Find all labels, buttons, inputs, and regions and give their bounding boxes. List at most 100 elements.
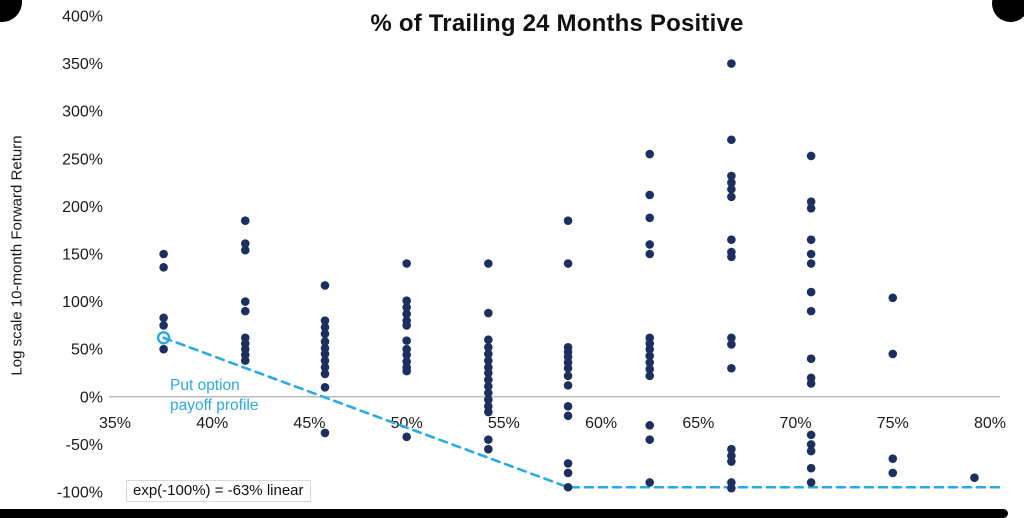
scatter-point: [645, 351, 655, 361]
scatter-point: [320, 323, 330, 332]
x-tick-label: 50%: [391, 415, 423, 432]
scatter-point: [888, 468, 898, 478]
scatter-point: [563, 371, 573, 381]
y-tick-label: -100%: [57, 485, 103, 502]
x-tick-label: 40%: [196, 415, 228, 432]
scatter-point: [806, 478, 816, 487]
scatter-point: [402, 259, 411, 268]
scatter-point: [727, 178, 736, 187]
scatter-point: [645, 358, 655, 367]
scatter-point: [645, 190, 655, 200]
scatter-point: [484, 342, 493, 352]
scatter-point: [484, 388, 493, 398]
scatter-point: [484, 356, 493, 365]
scatter-point: [806, 446, 816, 456]
y-tick-label: 0%: [80, 389, 103, 406]
scatter-point: [727, 59, 736, 68]
scatter-point: [484, 444, 493, 454]
scatter-point: [484, 335, 493, 344]
bottom-bar: [0, 509, 1008, 518]
scatter-point: [484, 349, 493, 359]
x-tick-label: 65%: [682, 415, 714, 432]
scatter-point: [727, 135, 736, 145]
scatter-point: [645, 344, 655, 354]
scatter-point: [320, 362, 330, 372]
scatter-point: [320, 329, 330, 339]
scatter-point: [563, 402, 573, 411]
x-tick-label: 55%: [488, 415, 520, 432]
scatter-point: [727, 444, 736, 454]
scatter-point: [645, 371, 655, 381]
x-tick-label: 35%: [99, 415, 131, 432]
x-tick-label: 45%: [293, 415, 325, 432]
y-tick-label: 50%: [71, 342, 103, 359]
scatter-point: [159, 263, 168, 272]
put-option-annotation: Put option payoff profile: [170, 377, 259, 414]
scatter-point: [888, 454, 898, 463]
scatter-point: [484, 382, 493, 391]
scatter-point: [484, 395, 493, 404]
scatter-point: [727, 235, 736, 245]
scatter-point: [563, 468, 573, 478]
x-tick-label: 75%: [877, 415, 909, 432]
scatter-point: [806, 306, 816, 316]
scatter-point: [806, 354, 816, 364]
y-tick-label: 100%: [62, 294, 103, 311]
scatter-point: [159, 249, 168, 259]
scatter-point: [806, 430, 816, 440]
scatter-point: [727, 483, 736, 493]
scatter-point: [727, 252, 736, 262]
scatter-point: [240, 356, 250, 365]
y-tick-label: 300%: [62, 104, 103, 121]
scatter-point: [563, 381, 573, 390]
scatter-point: [402, 303, 411, 312]
x-tick-label: 70%: [780, 415, 812, 432]
scatter-point: [563, 363, 573, 373]
scatter-point: [402, 336, 411, 345]
scatter-point: [806, 204, 816, 213]
y-tick-label: 400%: [62, 9, 103, 26]
y-tick-label: 200%: [62, 199, 103, 216]
scatter-point: [240, 297, 250, 306]
scatter-point: [806, 440, 816, 449]
chart-title: % of Trailing 24 Months Positive: [370, 10, 744, 37]
scatter-point: [806, 259, 816, 268]
y-tick-label: 150%: [62, 247, 103, 264]
scatter-point: [888, 293, 898, 303]
x-tick-label: 80%: [974, 415, 1006, 432]
scatter-point: [727, 184, 736, 194]
scatter-point: [645, 249, 655, 259]
scatter-point: [727, 333, 736, 343]
scatter-point: [645, 213, 655, 223]
scatter-point: [240, 306, 250, 316]
scatter-point: [484, 375, 493, 384]
scatter-point: [159, 313, 168, 323]
scatter-point: [484, 368, 493, 378]
scatter-point: [645, 435, 655, 444]
scatter-point: [563, 259, 573, 268]
scatter-point: [563, 216, 573, 225]
scatter-point: [320, 337, 330, 346]
scatter-point: [806, 379, 816, 388]
scatter-point: [645, 240, 655, 249]
scatter-point: [320, 356, 330, 365]
scatter-point: [240, 239, 250, 248]
scatter-point: [320, 349, 330, 359]
scatter-point: [320, 428, 330, 438]
scatter-point: [240, 245, 250, 255]
scatter-point: [402, 366, 411, 376]
scatter-point: [645, 364, 655, 374]
scatter-point: [159, 344, 168, 354]
scatter-point: [727, 340, 736, 349]
linear-conversion-note: exp(-100%) = -63% linear: [126, 480, 311, 502]
scatter-point: [320, 369, 330, 379]
scatter-point: [240, 216, 250, 225]
y-axis-title: Log scale 10-month Forward Return: [8, 135, 26, 376]
y-tick-label: 250%: [62, 151, 103, 168]
scatter-point: [402, 432, 411, 442]
scatter-point: [806, 287, 816, 297]
corner-dot-right: [992, 0, 1024, 22]
scatter-point: [402, 321, 411, 330]
